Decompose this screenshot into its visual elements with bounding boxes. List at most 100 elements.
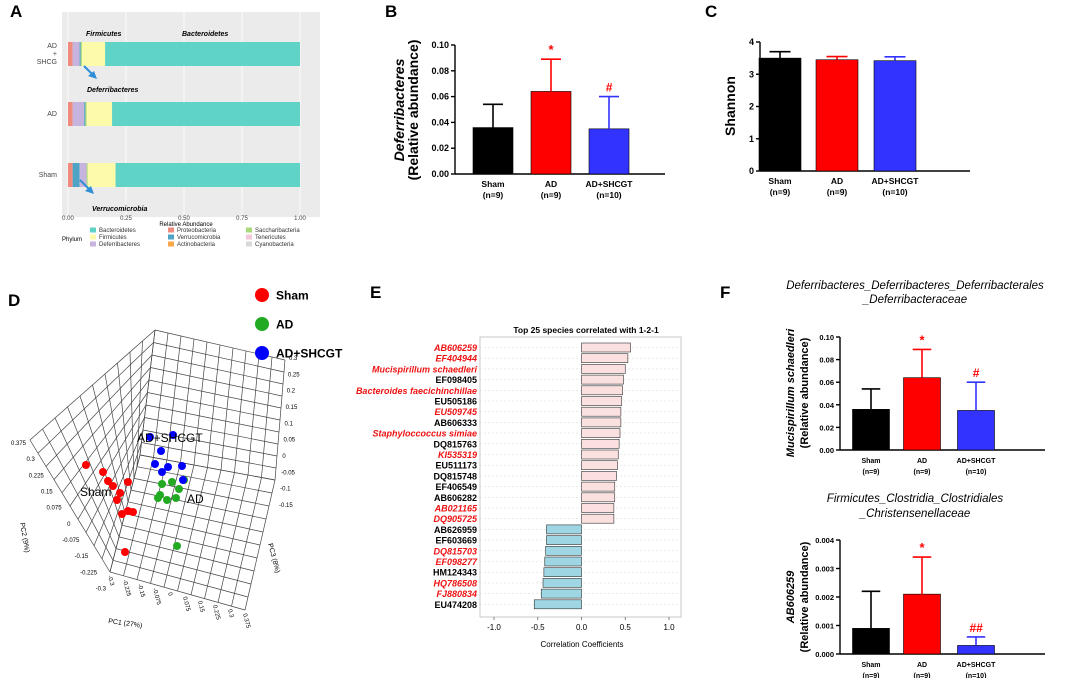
- species-label: EU509745: [434, 407, 478, 417]
- legend-label-ad: AD: [276, 318, 294, 332]
- panel-e-x-tick: -0.5: [531, 623, 545, 632]
- panel-a-legend-title: Phylum: [62, 237, 82, 243]
- species-label: Mucispirillum schaedleri: [372, 364, 478, 374]
- stacked-segment-bacteroidetes: [115, 163, 300, 187]
- pca-tick-bottom: -0.15: [136, 583, 146, 598]
- pca-point-sham: [118, 510, 126, 518]
- pca-tick-left: -0.15: [75, 554, 89, 560]
- legend-label-saccharibacteria: Saccharibacteria: [255, 228, 300, 234]
- grid-line-floor: [127, 501, 264, 533]
- category-label: AD+SHCGT: [957, 458, 996, 465]
- correlation-bar: [581, 471, 617, 481]
- pca-point-ad: [158, 480, 166, 488]
- significance-mark: ##: [969, 621, 983, 635]
- pca-point-sham: [121, 548, 129, 556]
- y-axis-label: Shannon: [722, 76, 738, 136]
- y-tick-label: 0.001: [815, 622, 834, 631]
- arrow-deferribacteres-head: [88, 71, 97, 79]
- species-label: DQ905725: [433, 514, 478, 524]
- panel-label-c: C: [705, 2, 717, 21]
- pca-point-shcgt: [179, 476, 187, 484]
- correlation-bar: [581, 374, 624, 385]
- stacked-segment-verrucomicrobia: [84, 102, 86, 126]
- grid-line-floor: [124, 513, 261, 546]
- correlation-bar: [581, 385, 623, 396]
- pca-point-shcgt: [169, 431, 177, 439]
- correlation-bar: [546, 524, 582, 535]
- significance-mark: *: [548, 42, 554, 57]
- species-label: EF404944: [435, 354, 477, 364]
- pca-point-sham: [99, 468, 107, 476]
- panel-e-x-tick: 1.0: [663, 623, 675, 632]
- y-axis-label: (Relative abundance): [405, 40, 421, 181]
- species-label: AB606333: [434, 418, 477, 428]
- legend-label-sham: Sham: [276, 289, 309, 303]
- y-tick-label: 1: [749, 134, 754, 144]
- y-tick-label: 0.02: [819, 423, 834, 432]
- pca-point-shcgt: [146, 433, 154, 441]
- sample-size-label: (n=9): [541, 190, 562, 200]
- sample-size-label: (n=9): [863, 673, 880, 678]
- pca-tick-bottom: -0.3: [106, 575, 115, 587]
- y-tick-label: 0.004: [815, 536, 835, 545]
- sample-size-label: (n=9): [483, 190, 504, 200]
- y-axis-label-italic: Mucispirillum schaedleri: [785, 328, 797, 457]
- bar-ad: [903, 377, 941, 451]
- category-label: AD: [831, 176, 843, 186]
- y-tick-label: 0.003: [815, 565, 834, 574]
- legend-swatch-saccharibacteria: [246, 227, 252, 233]
- pca-tick-right: 0: [282, 454, 286, 460]
- panel-f-bottom-bar-chart: Firmicutes_Clostridia_Clostridiales _Chr…: [785, 493, 1045, 678]
- bar-ad: [903, 593, 941, 655]
- grid-line-left: [136, 340, 143, 467]
- arrow-verrucomicrobia-head: [85, 186, 94, 194]
- significance-mark: #: [973, 366, 980, 380]
- pca-tick-left: 0.075: [47, 506, 63, 512]
- category-label: AD: [545, 179, 557, 189]
- pca-point-ad: [172, 494, 180, 502]
- stacked-segment-verrucomicrobia: [79, 42, 81, 66]
- legend-label-actinobacteria: Actinobacteria: [177, 242, 216, 248]
- pca-tick-right: 0.3: [289, 356, 298, 362]
- category-label: AD+SHCGT: [872, 176, 920, 186]
- pca-tick-right: 0.2: [287, 389, 296, 395]
- annotation-bacteroidetes: Bacteroidetes: [182, 31, 228, 38]
- pca-point-sham: [113, 496, 121, 504]
- correlation-bar: [581, 492, 616, 503]
- legend-marker-sham: [255, 288, 269, 302]
- legend-swatch-tenericutes: [246, 234, 252, 240]
- y-axis-label-italic: AB606259: [785, 570, 797, 624]
- grid-line-left: [29, 329, 156, 441]
- cluster-label-shcgt: AD+SHCGT: [137, 431, 203, 445]
- sample-size-label: (n=10): [966, 673, 987, 678]
- y-axis-label-italic: Deferribacteres: [391, 58, 407, 161]
- y-tick-label: 0.10: [431, 40, 449, 50]
- species-label: EF098277: [435, 557, 478, 567]
- y-tick-label: 0.000: [815, 650, 834, 659]
- y-tick-label: 0.06: [819, 378, 834, 387]
- correlation-bar: [581, 428, 621, 438]
- pca-tick-bottom: 0.375: [241, 613, 251, 630]
- correlation-bar: [581, 513, 615, 524]
- bar-sham: [852, 409, 890, 451]
- correlation-bar: [581, 406, 622, 417]
- stacked-segment-proteobacteria: [68, 42, 73, 66]
- stacked-segment-bacteroidetes: [105, 42, 301, 66]
- significance-mark: #: [606, 81, 613, 95]
- sample-size-label: (n=9): [827, 187, 848, 197]
- pca-tick-right: -0.1: [280, 487, 291, 493]
- legend-swatch-cyanobacteria: [246, 241, 252, 247]
- legend-label-firmicutes: Firmicutes: [99, 235, 127, 241]
- legend-label-deferribacteres: Deferribacteres: [99, 242, 140, 248]
- stacked-segment-deferribacteres: [79, 163, 87, 187]
- correlation-bar: [540, 588, 582, 599]
- correlation-bar: [581, 396, 623, 406]
- correlation-bar: [581, 364, 626, 374]
- grid-line-floor: [136, 466, 273, 494]
- y-tick-label: 2: [749, 102, 754, 112]
- category-label: Sham: [481, 179, 505, 189]
- panel-e-title: Top 25 species correlated with 1-2-1: [513, 325, 659, 335]
- pca-point-ad: [173, 542, 181, 550]
- grid-line-left: [61, 379, 150, 494]
